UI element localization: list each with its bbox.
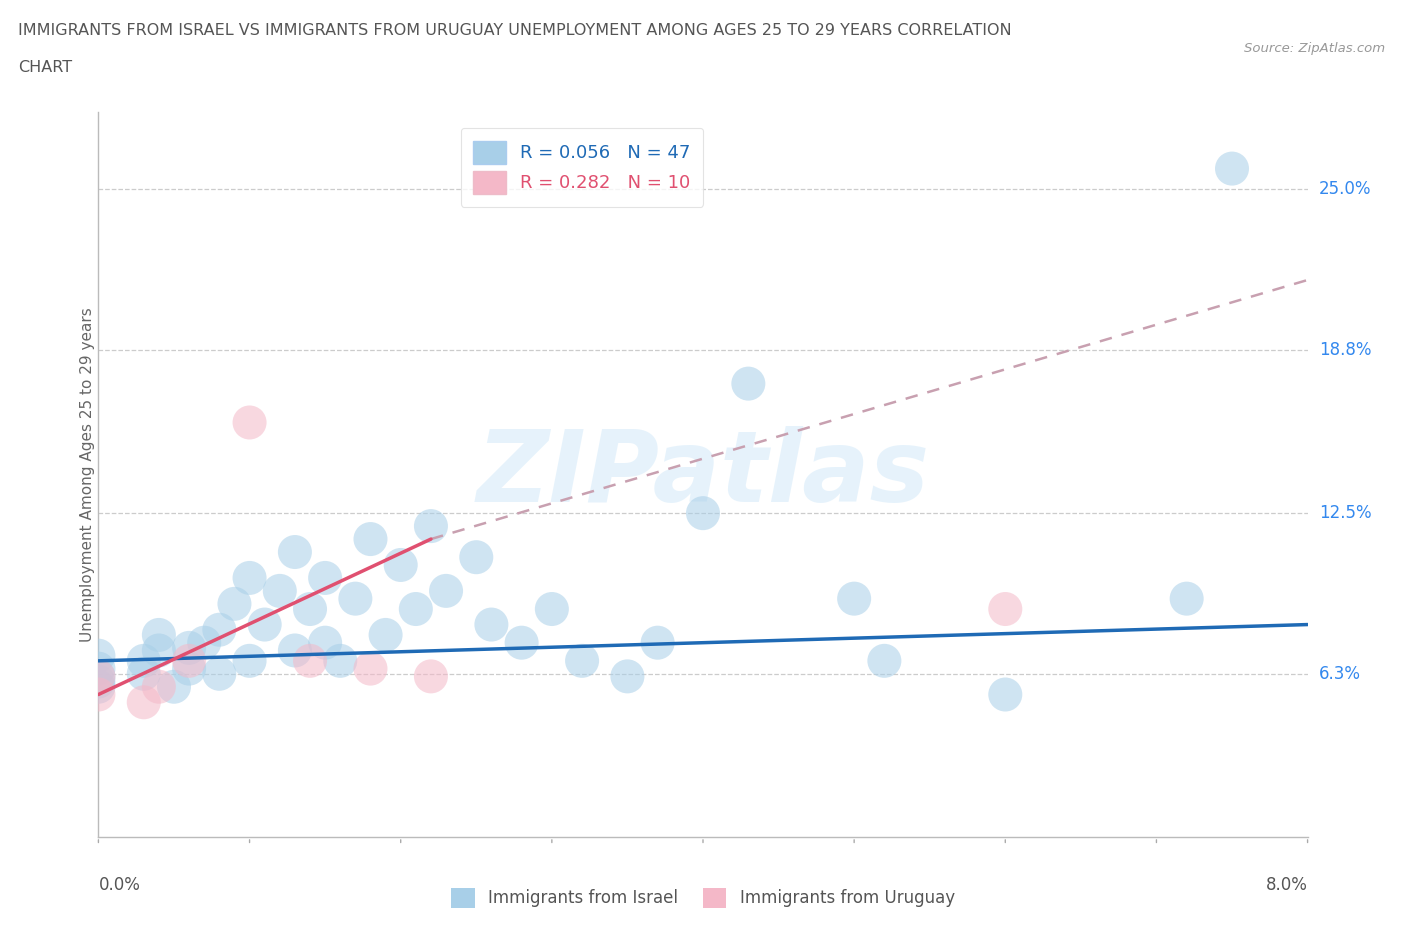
Legend: R = 0.056   N = 47, R = 0.282   N = 10: R = 0.056 N = 47, R = 0.282 N = 10 xyxy=(461,128,703,206)
Point xyxy=(692,506,714,521)
Point xyxy=(571,654,593,669)
Point xyxy=(87,679,110,694)
Point xyxy=(87,661,110,676)
Point xyxy=(314,635,336,650)
Point xyxy=(647,635,669,650)
Y-axis label: Unemployment Among Ages 25 to 29 years: Unemployment Among Ages 25 to 29 years xyxy=(80,307,94,642)
Text: 8.0%: 8.0% xyxy=(1265,876,1308,894)
Point xyxy=(420,519,443,534)
Point xyxy=(994,687,1017,702)
Point xyxy=(540,602,562,617)
Point xyxy=(299,602,322,617)
Point xyxy=(284,643,307,658)
Point xyxy=(344,591,367,606)
Point xyxy=(87,674,110,689)
Point xyxy=(253,618,276,632)
Point xyxy=(510,635,533,650)
Point xyxy=(208,622,231,637)
Point xyxy=(132,667,155,682)
Point xyxy=(434,583,457,598)
Point xyxy=(481,618,503,632)
Point xyxy=(299,654,322,669)
Point xyxy=(284,545,307,560)
Point xyxy=(179,654,201,669)
Point xyxy=(844,591,866,606)
Point xyxy=(87,669,110,684)
Point xyxy=(87,669,110,684)
Point xyxy=(737,377,759,392)
Point xyxy=(87,687,110,702)
Text: 0.0%: 0.0% xyxy=(98,876,141,894)
Point xyxy=(179,641,201,656)
Point xyxy=(148,628,170,643)
Text: ZIPatlas: ZIPatlas xyxy=(477,426,929,523)
Point xyxy=(239,415,262,430)
Point xyxy=(405,602,427,617)
Point xyxy=(873,654,896,669)
Point xyxy=(148,643,170,658)
Point xyxy=(374,628,396,643)
Point xyxy=(163,679,186,694)
Point xyxy=(1175,591,1198,606)
Point xyxy=(329,654,352,669)
Point xyxy=(148,679,170,694)
Text: CHART: CHART xyxy=(18,60,72,75)
Text: IMMIGRANTS FROM ISRAEL VS IMMIGRANTS FROM URUGUAY UNEMPLOYMENT AMONG AGES 25 TO : IMMIGRANTS FROM ISRAEL VS IMMIGRANTS FRO… xyxy=(18,23,1012,38)
Point xyxy=(616,669,638,684)
Point xyxy=(360,661,382,676)
Point xyxy=(1220,161,1243,176)
Point xyxy=(239,570,262,585)
Point xyxy=(420,669,443,684)
Text: 25.0%: 25.0% xyxy=(1319,180,1371,198)
Point xyxy=(132,654,155,669)
Point xyxy=(224,596,246,611)
Point xyxy=(239,654,262,669)
Point xyxy=(193,635,215,650)
Text: Source: ZipAtlas.com: Source: ZipAtlas.com xyxy=(1244,42,1385,55)
Text: 12.5%: 12.5% xyxy=(1319,504,1371,522)
Point xyxy=(314,570,336,585)
Point xyxy=(389,558,412,573)
Text: 6.3%: 6.3% xyxy=(1319,665,1361,683)
Point xyxy=(132,695,155,710)
Point xyxy=(208,667,231,682)
Legend: Immigrants from Israel, Immigrants from Uruguay: Immigrants from Israel, Immigrants from … xyxy=(444,882,962,914)
Point xyxy=(994,602,1017,617)
Point xyxy=(179,661,201,676)
Text: 18.8%: 18.8% xyxy=(1319,341,1371,359)
Point xyxy=(360,532,382,547)
Point xyxy=(87,648,110,663)
Point xyxy=(465,550,488,565)
Point xyxy=(269,583,291,598)
